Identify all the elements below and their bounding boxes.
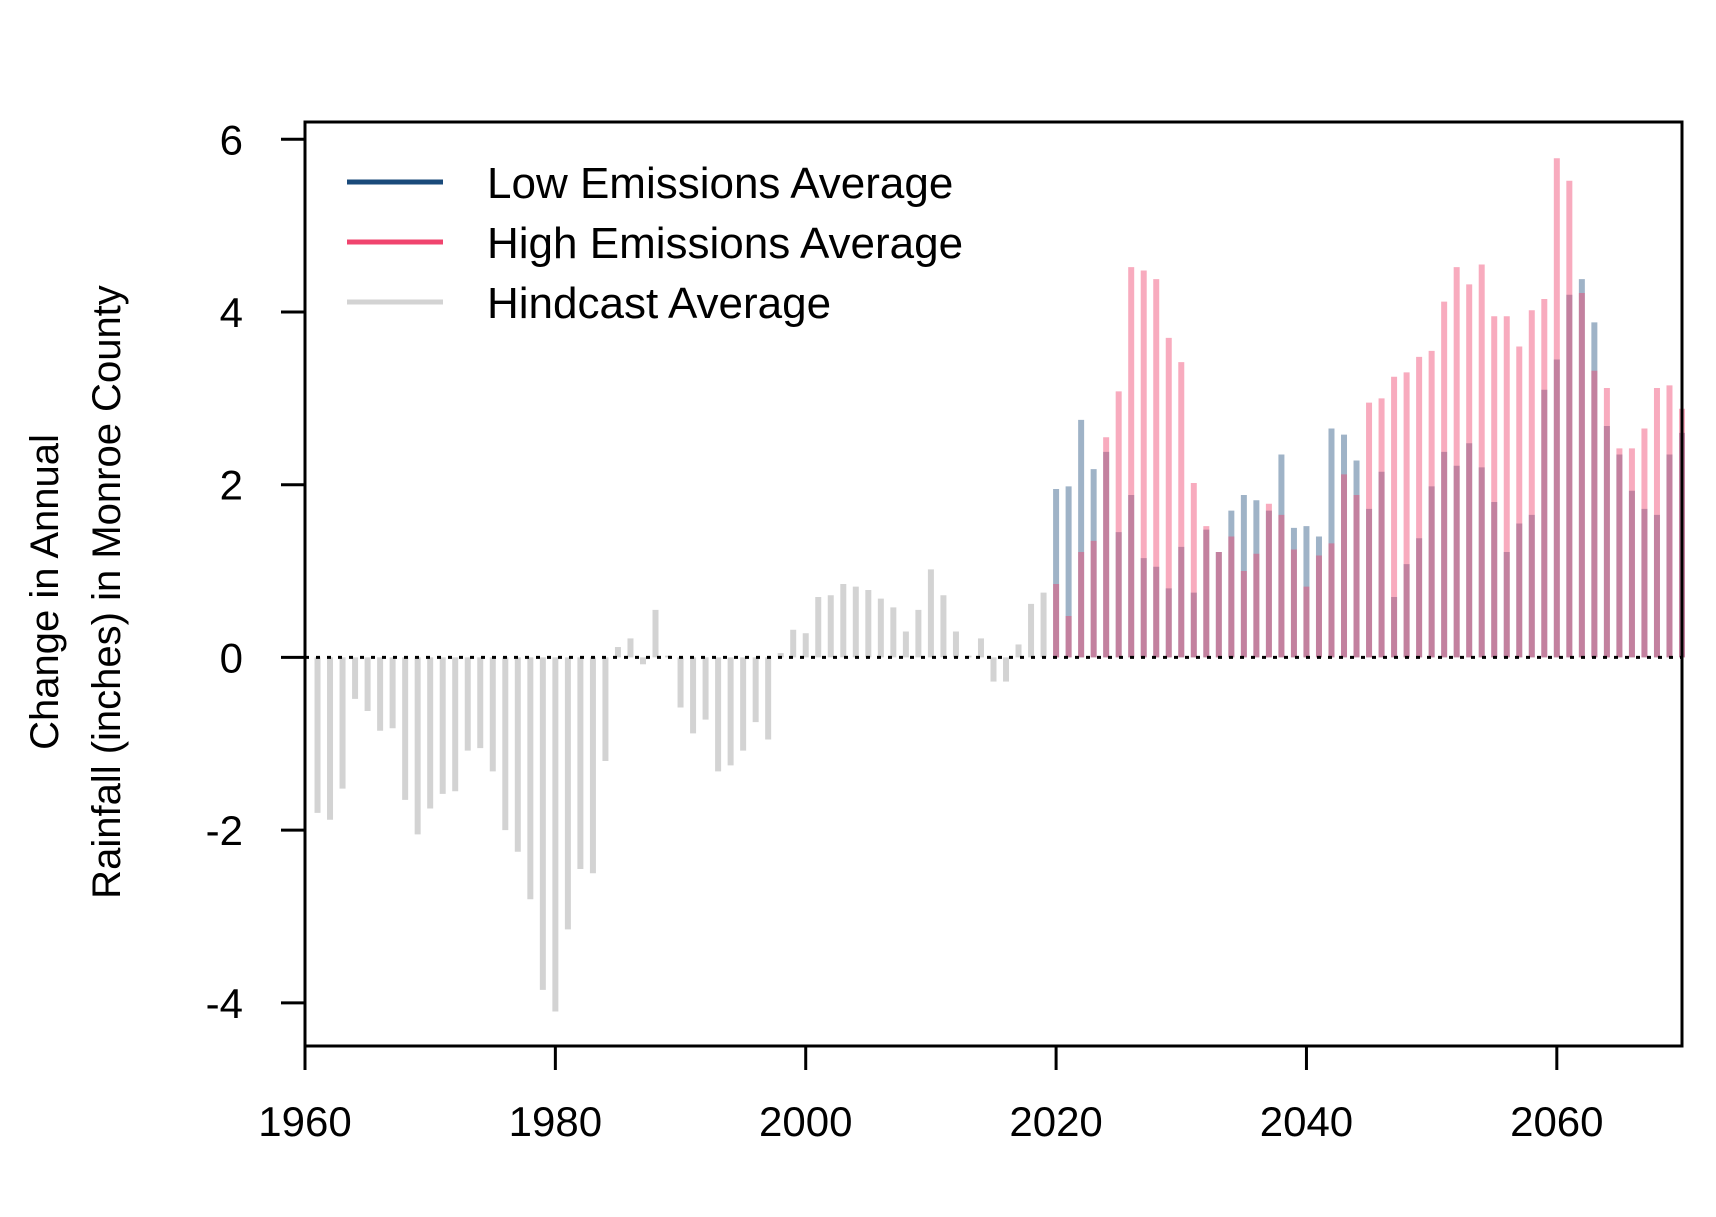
y-tick-label--2: -2	[206, 807, 243, 854]
series-high-emissions-average	[1056, 158, 1682, 657]
chart-area: 1960 1980 2000 2020 2040 2060 -4 -2 0 2 4 6 Change…	[0, 0, 1716, 1212]
x-tick-label-2060: 2060	[1510, 1098, 1603, 1145]
y-tick-label-4: 4	[220, 289, 243, 336]
y-axis-label: Change in Annual Rainfall (inches) in Mon…	[23, 285, 129, 899]
x-tick-label-1960: 1960	[258, 1098, 351, 1145]
series-hindcast-average	[318, 569, 1044, 1011]
x-tick-label-2000: 2000	[759, 1098, 852, 1145]
x-tick-label-2040: 2040	[1260, 1098, 1353, 1145]
x-tick-label-2020: 2020	[1009, 1098, 1102, 1145]
y-tick-label-0: 0	[220, 634, 243, 681]
rainfall-change-chart: 1960 1980 2000 2020 2040 2060 -4 -2 0 2 4 6 Change…	[0, 0, 1716, 1212]
x-axis: 1960 1980 2000 2020 2040 2060	[258, 1046, 1603, 1145]
y-axis-label-line-1: Change in Annual	[23, 434, 67, 750]
legend-label-hindcast-average: Hindcast Average	[487, 279, 831, 328]
y-tick-label--4: -4	[206, 980, 243, 1027]
legend: Low Emissions Average High Emissions Aver…	[347, 159, 963, 328]
y-axis-label-line-2: Rainfall (inches) in Monroe County	[85, 285, 129, 899]
y-axis: -4 -2 0 2 4 6	[206, 116, 305, 1027]
x-tick-label-1980: 1980	[509, 1098, 602, 1145]
legend-label-high-emissions-average: High Emissions Average	[487, 219, 963, 268]
legend-label-low-emissions-average: Low Emissions Average	[487, 159, 953, 208]
y-tick-label-2: 2	[220, 462, 243, 509]
y-tick-label-6: 6	[220, 116, 243, 163]
